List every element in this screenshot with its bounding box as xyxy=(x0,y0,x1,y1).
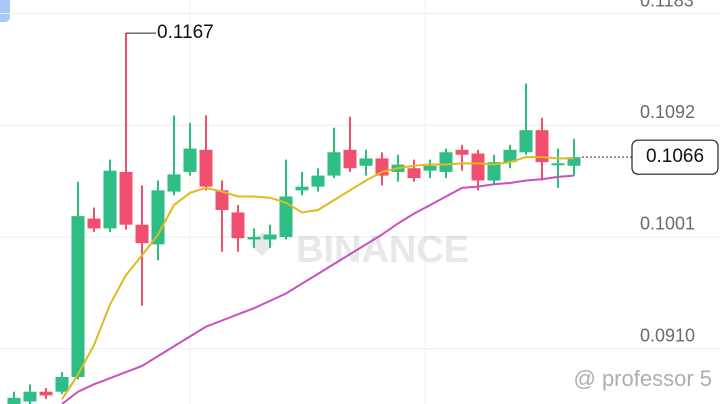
candle-body xyxy=(39,391,53,396)
corner-tab xyxy=(0,0,10,22)
high-label: 0.1167 xyxy=(157,22,214,43)
candle-body xyxy=(311,175,325,187)
candle-body xyxy=(471,153,485,181)
candle-body xyxy=(455,149,469,155)
candle-body xyxy=(567,157,581,166)
candle-body xyxy=(535,130,549,163)
candle-body xyxy=(327,152,341,176)
candle-body xyxy=(167,174,181,192)
moving-average-line xyxy=(61,156,574,400)
candle-body xyxy=(23,391,37,402)
candle-body xyxy=(55,376,69,392)
candle-body xyxy=(263,234,277,240)
moving-average-line xyxy=(61,174,575,404)
candle-body xyxy=(359,158,373,166)
credit: @ professor 5 xyxy=(574,366,713,391)
candle-body xyxy=(439,152,453,172)
y-tick-label: 0.0910 xyxy=(640,325,695,345)
y-tick-label: 0.1001 xyxy=(640,214,695,234)
candle-body xyxy=(151,190,165,245)
candle-body xyxy=(295,186,309,191)
y-tick-label: 0.1183 xyxy=(640,0,694,10)
candle-body xyxy=(135,224,149,244)
candle-body xyxy=(423,165,437,171)
candle-body xyxy=(279,196,293,237)
watermark: BINANCE xyxy=(250,229,469,271)
watermark-text: BINANCE xyxy=(296,229,469,271)
candle-body xyxy=(231,212,245,239)
candle-body xyxy=(247,236,261,240)
candle-body xyxy=(199,149,213,187)
candle-body xyxy=(119,171,133,225)
candle-body xyxy=(343,149,357,169)
grid xyxy=(0,13,720,350)
candle-body xyxy=(183,148,197,172)
candle-body xyxy=(103,170,117,229)
y-tick-label: 0.1092 xyxy=(640,102,695,122)
plot xyxy=(7,33,581,404)
candle-body xyxy=(87,218,101,229)
candle-body xyxy=(503,149,517,163)
price-label: 0.1066 xyxy=(646,146,704,167)
candle-body xyxy=(487,162,501,181)
candle-body xyxy=(215,190,229,210)
candle-body xyxy=(7,397,21,404)
candle-body xyxy=(71,216,85,377)
price-box xyxy=(631,139,719,175)
candle-body xyxy=(519,130,533,153)
candle-body xyxy=(407,168,421,179)
candle-body xyxy=(551,163,565,166)
